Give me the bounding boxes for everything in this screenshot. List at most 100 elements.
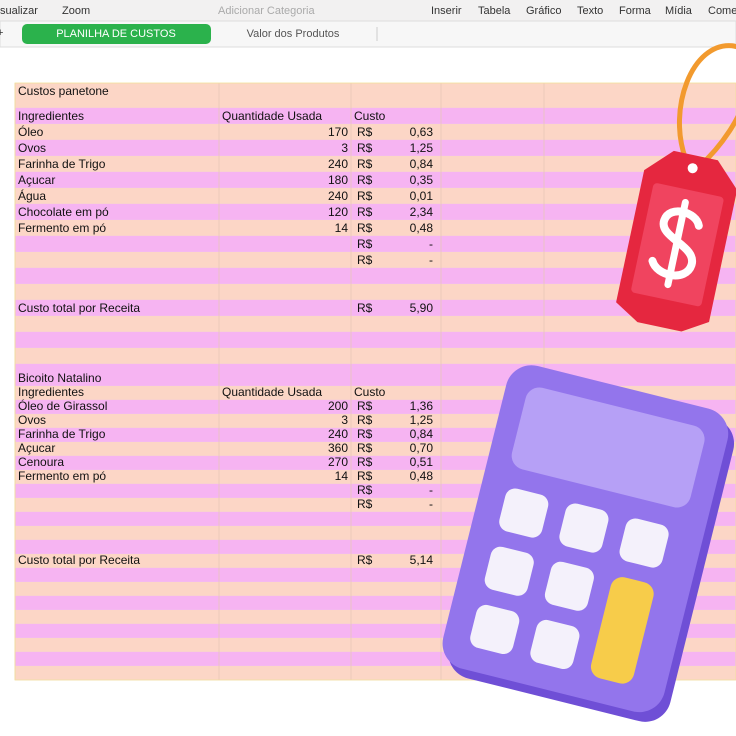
cell: R$ (357, 125, 373, 139)
cell: Cenoura (18, 455, 64, 469)
key (619, 518, 669, 568)
cell: 0,63 (410, 125, 434, 139)
toolbar-item[interactable]: sualizar (0, 5, 38, 17)
active-tab-label: PLANILHA DE CUSTOS (56, 28, 176, 40)
cell: Custo (354, 385, 386, 399)
cell: Custo total por Receita (18, 301, 140, 315)
row (15, 284, 736, 300)
cell: Ovos (18, 413, 46, 427)
cell: R$ (357, 553, 373, 567)
cell: R$ (357, 173, 373, 187)
cell: R$ (357, 399, 373, 413)
cell: - (429, 237, 433, 251)
tag-hole (687, 163, 698, 174)
calculator (442, 365, 735, 722)
calculator-screen (511, 387, 705, 508)
cell: Ovos (18, 141, 46, 155)
key (470, 604, 520, 655)
row (15, 124, 736, 140)
cell: R$ (357, 469, 373, 483)
cell: R$ (357, 413, 373, 427)
cell: Quantidade Usada (222, 385, 322, 399)
key (530, 619, 580, 670)
cell: 360 (328, 441, 348, 455)
key-equals (590, 577, 654, 684)
cell: 1,36 (410, 399, 434, 413)
cell: Custos panetone (18, 84, 109, 98)
cell: R$ (357, 497, 373, 511)
row (15, 108, 736, 124)
cell: 1,25 (410, 141, 434, 155)
cell: Farinha de Trigo (18, 427, 106, 441)
cell: 0,01 (410, 189, 434, 203)
cell: 5,90 (410, 301, 434, 315)
cell: R$ (357, 441, 373, 455)
toolbar-item[interactable]: Adicionar Categoria (218, 5, 315, 17)
cell: Açucar (18, 173, 55, 187)
key (499, 488, 549, 538)
cell: 180 (328, 173, 348, 187)
toolbar-item[interactable]: Tabela (478, 5, 511, 17)
row (15, 332, 736, 348)
cell: Custo (354, 109, 386, 123)
cell: R$ (357, 301, 373, 315)
cell: R$ (357, 157, 373, 171)
row (15, 188, 736, 204)
tag-string (676, 43, 736, 169)
cell: 0,48 (410, 469, 434, 483)
toolbar-item[interactable]: Mídia (665, 5, 693, 17)
row (15, 220, 736, 236)
active-tab[interactable] (22, 24, 211, 44)
dollar-icon-bar (664, 198, 689, 289)
cell: Ingredientes (18, 385, 84, 399)
cell: 240 (328, 427, 348, 441)
cell: 0,84 (410, 157, 434, 171)
tab-label: Valor dos Produtos (247, 28, 340, 40)
cell: Farinha de Trigo (18, 157, 106, 171)
cell: 240 (328, 189, 348, 203)
cell: - (429, 253, 433, 267)
cell: Óleo (18, 124, 44, 139)
cell: Ingredientes (18, 109, 84, 123)
cell: R$ (357, 221, 373, 235)
cell: 0,48 (410, 221, 434, 235)
cell: 2,34 (410, 205, 434, 219)
row (15, 316, 736, 332)
toolbar-item[interactable]: Forma (619, 5, 652, 17)
cell: Açucar (18, 441, 55, 455)
key (559, 503, 609, 553)
cell: 3 (341, 141, 348, 155)
cell: - (429, 483, 433, 497)
cell: Chocolate em pó (18, 205, 109, 219)
cell: R$ (357, 189, 373, 203)
cell: 1,25 (410, 413, 434, 427)
cell: R$ (357, 253, 373, 267)
toolbar-item[interactable]: Inserir (431, 5, 462, 17)
cell: 0,51 (410, 455, 434, 469)
cell: 270 (328, 455, 348, 469)
toolbar (0, 0, 736, 21)
row (15, 300, 736, 316)
cell: 5,14 (410, 553, 434, 567)
cell: R$ (357, 205, 373, 219)
toolbar-item[interactable]: Zoom (62, 5, 90, 17)
row (15, 156, 736, 172)
add-sheet: + (0, 27, 3, 39)
cell: 0,35 (410, 173, 434, 187)
row (15, 204, 736, 220)
cell: 200 (328, 399, 348, 413)
toolbar-item[interactable]: Come (708, 5, 736, 17)
row (15, 252, 736, 268)
toolbar-item[interactable]: Texto (577, 5, 603, 17)
cell: - (429, 497, 433, 511)
cell: R$ (357, 483, 373, 497)
key (544, 561, 594, 611)
toolbar-item[interactable]: Gráfico (526, 5, 561, 17)
cell: 0,84 (410, 427, 434, 441)
cell: 240 (328, 157, 348, 171)
cell: 14 (335, 221, 349, 235)
row (15, 140, 736, 156)
cell: Água (18, 188, 46, 203)
labels: sualizar Zoom Adicionar Categoria Inserir Ta… (0, 5, 736, 40)
